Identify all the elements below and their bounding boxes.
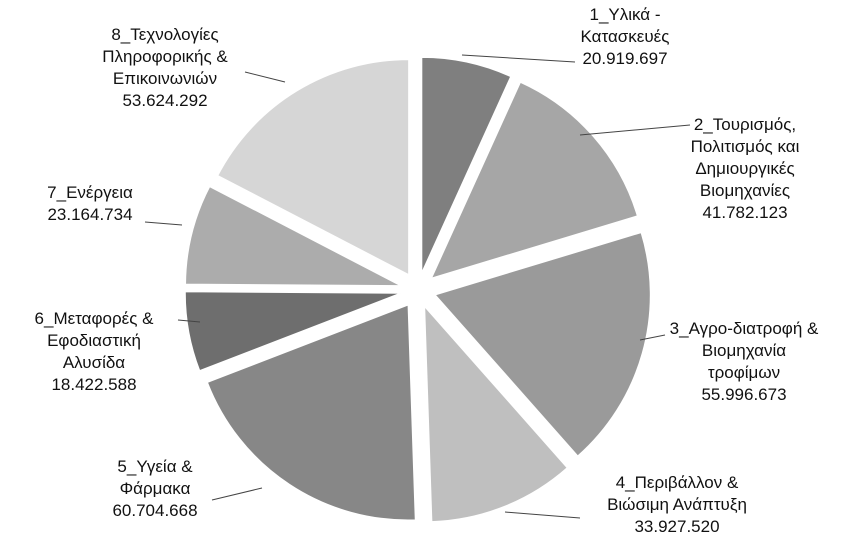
leader-line: [504, 511, 581, 519]
pie-slice: [434, 231, 651, 457]
value-label: 41.782.123: [702, 203, 788, 222]
leader-line: [461, 54, 576, 63]
pie-slice: [184, 291, 401, 372]
leader-line: [244, 71, 286, 83]
category-label: 7_Ενέργεια: [47, 183, 133, 202]
value-label: 53.624.292: [122, 91, 208, 110]
pie-slice: [430, 81, 638, 279]
value-label: 23.164.734: [47, 205, 133, 224]
category-label: 2_Τουρισμός, Πολιτισμός και Δημιουργικές…: [690, 115, 800, 200]
category-label: 6_Μεταφορές & Εφοδιαστική Αλυσίδα: [34, 309, 154, 372]
slice-label: 5_Υγεία & Φάρμακα 60.704.668: [100, 456, 210, 522]
category-label: 5_Υγεία & Φάρμακα: [117, 457, 193, 498]
slice-label: 7_Ενέργεια 23.164.734: [30, 182, 150, 226]
slice-label: 8_Τεχνολογίες Πληροφορικής & Επικοινωνιώ…: [92, 24, 238, 112]
pie-slice: [424, 305, 568, 523]
value-label: 18.422.588: [51, 375, 137, 394]
pie-slice: [185, 185, 401, 287]
category-label: 8_Τεχνολογίες Πληροφορικής & Επικοινωνιώ…: [102, 25, 228, 88]
slice-label: 1_Υλικά - Κατασκευές 20.919.697: [570, 4, 680, 70]
slice-label: 4_Περιβάλλον & Βιώσιμη Ανάπτυξη 33.927.52…: [592, 472, 762, 538]
slice-label: 6_Μεταφορές & Εφοδιαστική Αλυσίδα 18.422.…: [18, 308, 170, 396]
pie-slice: [421, 56, 512, 273]
category-label: 4_Περιβάλλον & Βιώσιμη Ανάπτυξη: [607, 473, 747, 514]
leader-line: [639, 334, 666, 341]
value-label: 20.919.697: [582, 49, 668, 68]
leader-line: [177, 319, 201, 323]
value-label: 55.996.673: [701, 385, 787, 404]
category-label: 3_Αγρο-διατροφή & Βιομηχανία τροφίμων: [669, 319, 819, 382]
pie-slice: [217, 59, 410, 276]
leader-line: [144, 221, 183, 226]
pie-slice: [206, 304, 416, 521]
slice-label: 3_Αγρο-διατροφή & Βιομηχανία τροφίμων 55.…: [668, 318, 820, 406]
category-label: 1_Υλικά - Κατασκευές: [580, 5, 670, 46]
value-label: 60.704.668: [112, 501, 198, 520]
leader-line: [579, 124, 691, 136]
value-label: 33.927.520: [634, 517, 720, 536]
leader-line: [211, 487, 263, 501]
slice-label: 2_Τουρισμός, Πολιτισμός και Δημιουργικές…: [680, 114, 810, 224]
